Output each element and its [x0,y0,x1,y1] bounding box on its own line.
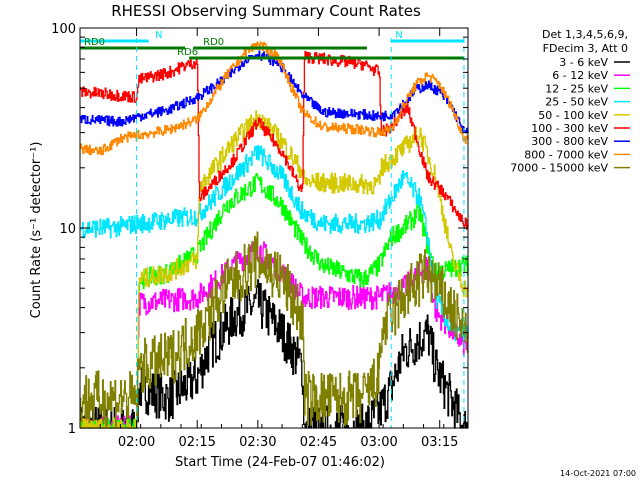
axis-ticks: 02:00 02:15 02:30 02:45 03:00 03:15 1 10 100 [51,22,468,450]
legend-label-4: 50 - 100 keV [538,109,608,122]
legend-header-1: FDecim 3, Att 0 [543,42,628,55]
legend-label-8: 7000 - 15000 keV [510,162,608,175]
plot-area: N N RD0 RD0 RD6 [79,30,469,429]
legend-label-0: 3 - 6 keV [559,56,608,69]
y-tick-label-1: 10 [59,222,76,237]
series-line-4 [79,110,469,429]
series-line-3 [79,145,469,344]
x-tick-label-3: 02:45 [300,435,337,450]
x-tick-label-1: 02:15 [178,435,215,450]
flag-label-0: N [155,30,162,41]
legend-label-1: 6 - 12 keV [552,69,608,82]
x-axis-label: Start Time (24-Feb-07 01:46:02) [175,455,385,470]
x-tick-label-4: 03:00 [360,435,397,450]
x-tick-label-2: 02:30 [239,435,276,450]
x-tick-label-0: 02:00 [118,435,155,450]
timestamp-footer: 14-Oct-2021 07:00 [560,469,636,478]
x-tick-label-5: 03:15 [421,435,458,450]
y-axis-label: Count Rate (s⁻¹ detector⁻¹) [29,142,44,319]
legend-label-3: 25 - 50 keV [545,96,608,109]
series-line-5 [79,50,469,230]
y-tick-label-2: 100 [51,22,76,37]
legend-label-6: 300 - 800 keV [531,135,608,148]
flag-label-2: RD0 [203,37,224,48]
legend-header-0: Det 1,3,4,5,6,9, [542,28,628,41]
flag-label-3: RD0 [84,37,105,48]
series-line-8 [79,231,469,427]
legend-label-5: 100 - 300 keV [531,122,608,135]
flag-label-1: N [395,30,402,41]
flag-label-4: RD6 [177,47,198,58]
legend-label-2: 12 - 25 keV [545,82,608,95]
legend-label-7: 800 - 7000 keV [524,148,608,161]
y-tick-label-0: 1 [68,422,76,437]
chart-title: RHESSI Observing Summary Count Rates [111,2,421,20]
legend: Det 1,3,4,5,6,9,FDecim 3, Att 03 - 6 keV… [510,28,630,175]
